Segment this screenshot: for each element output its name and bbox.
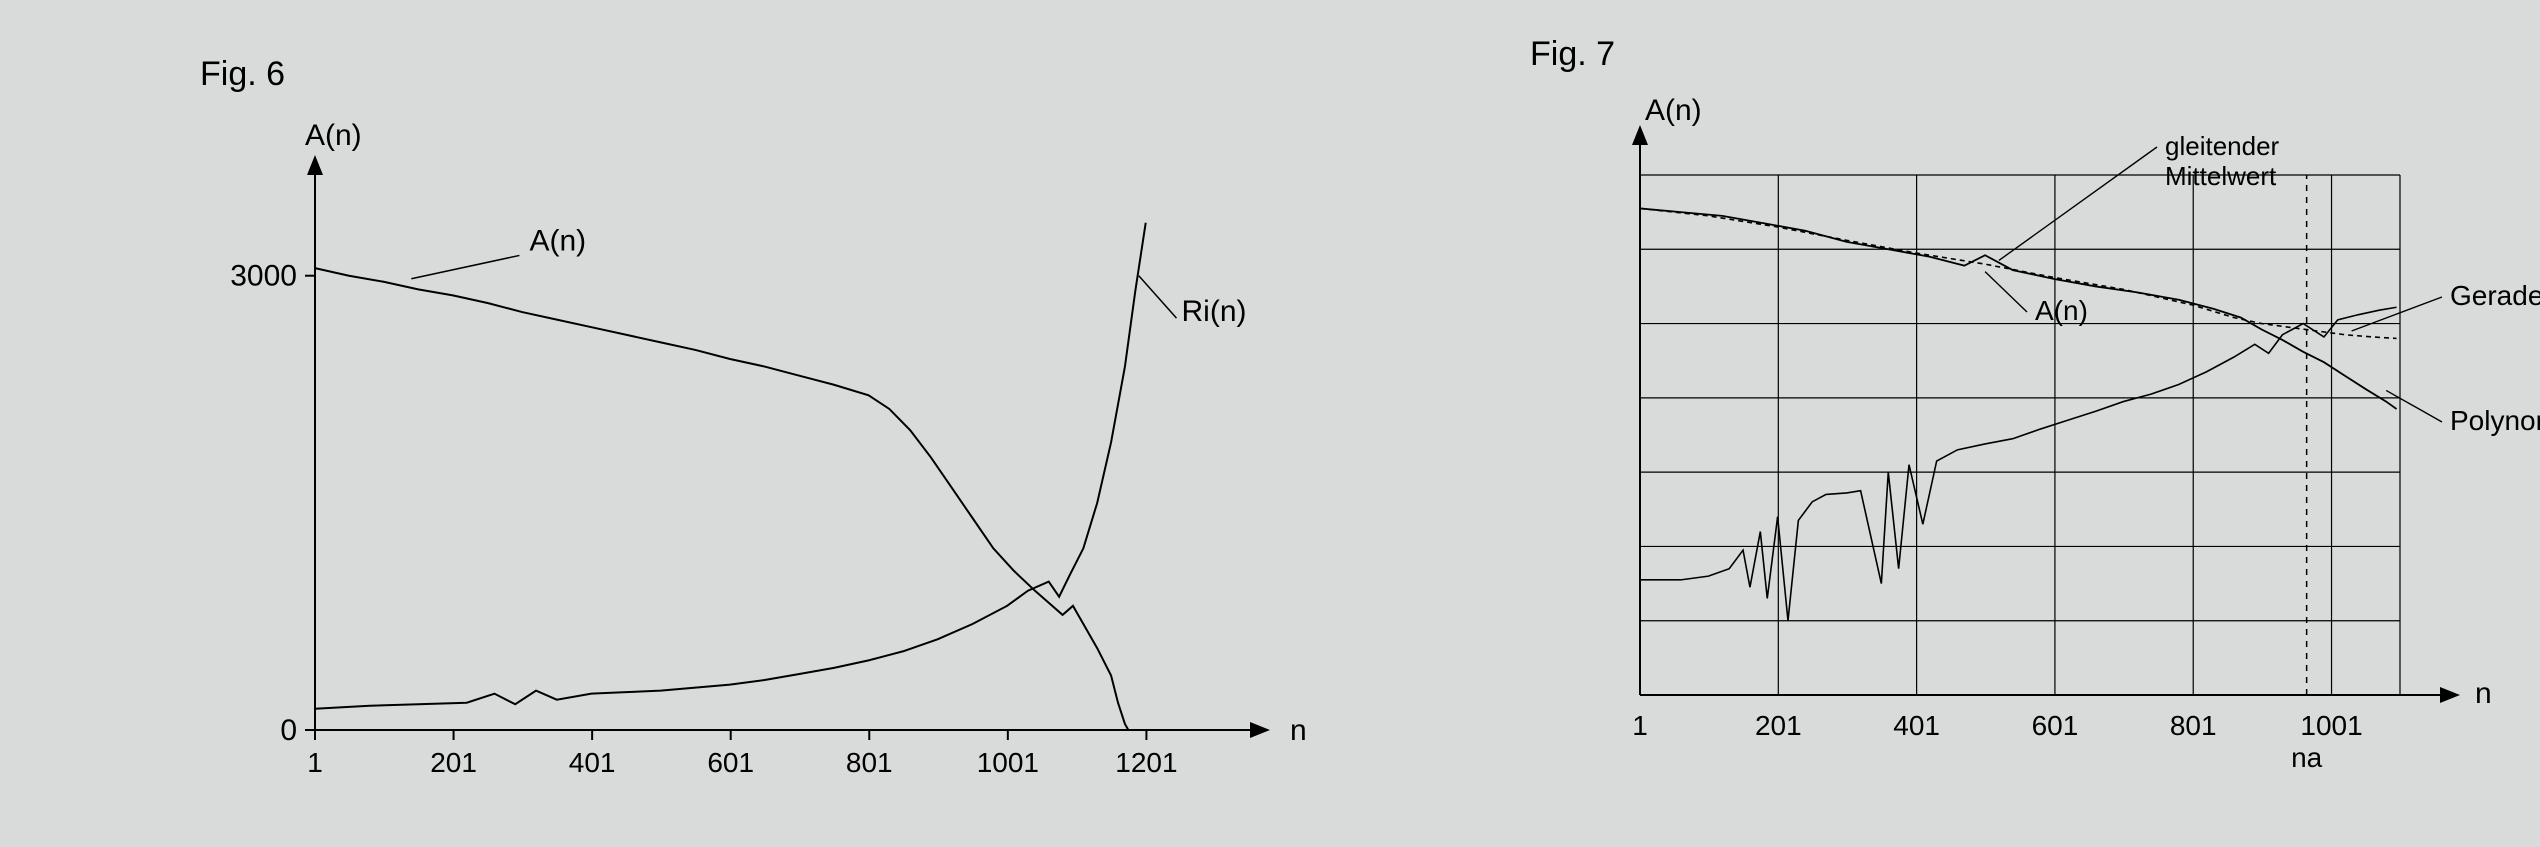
svg-text:A(n): A(n) xyxy=(305,119,362,152)
svg-text:201: 201 xyxy=(430,747,477,778)
svg-text:1001: 1001 xyxy=(2300,710,2362,741)
svg-text:A(n): A(n) xyxy=(1645,94,1702,127)
fig6-title: Fig. 6 xyxy=(200,55,285,94)
svg-text:801: 801 xyxy=(2170,710,2217,741)
page: Fig. 6 Fig. 7 03000A(n)12014016018011001… xyxy=(0,0,2540,847)
svg-text:401: 401 xyxy=(1893,710,1940,741)
fig6-chart: 03000A(n)120140160180110011201nA(n)Ri(n) xyxy=(120,90,1320,830)
fig7-chart: A(n) n 1 201 401 601 801 1001na gleitenderMittel… xyxy=(1560,80,2540,820)
svg-text:1001: 1001 xyxy=(977,747,1039,778)
svg-text:0: 0 xyxy=(280,714,297,747)
svg-text:1: 1 xyxy=(307,747,323,778)
svg-text:201: 201 xyxy=(1755,710,1802,741)
svg-text:3000: 3000 xyxy=(230,260,297,293)
svg-text:n: n xyxy=(2475,677,2492,710)
svg-text:801: 801 xyxy=(846,747,893,778)
svg-text:401: 401 xyxy=(569,747,616,778)
fig7-title: Fig. 7 xyxy=(1530,35,1615,74)
svg-text:A(n): A(n) xyxy=(2035,295,2088,326)
svg-text:Ri(n): Ri(n) xyxy=(1182,295,1247,328)
svg-text:1: 1 xyxy=(1632,710,1648,741)
svg-text:gleitender: gleitender xyxy=(2165,131,2280,161)
svg-text:Polynom: Polynom xyxy=(2450,405,2540,436)
svg-text:Mittelwert: Mittelwert xyxy=(2165,161,2277,191)
svg-text:601: 601 xyxy=(707,747,754,778)
svg-text:601: 601 xyxy=(2032,710,2079,741)
svg-text:Gerade: Gerade xyxy=(2450,280,2540,311)
svg-text:n: n xyxy=(1290,714,1307,747)
svg-text:A(n): A(n) xyxy=(529,224,586,257)
svg-text:na: na xyxy=(2291,742,2323,773)
svg-text:1201: 1201 xyxy=(1115,747,1177,778)
